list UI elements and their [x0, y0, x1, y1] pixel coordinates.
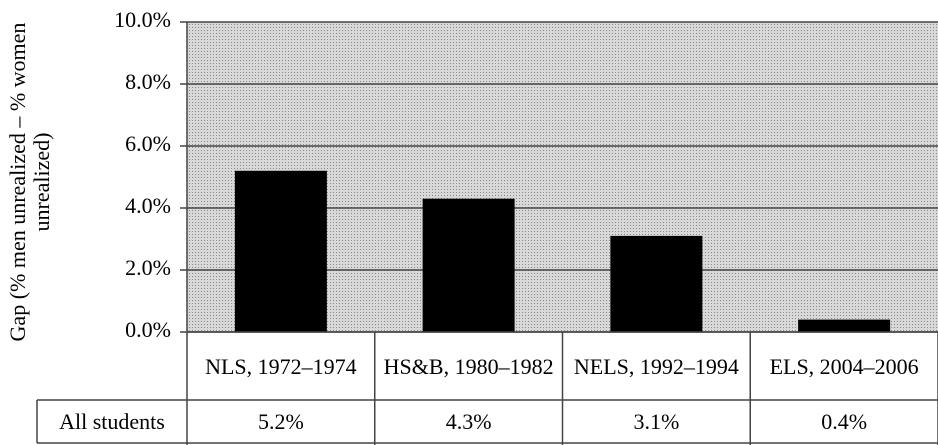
x-tick-label: NLS, 1972–1974: [205, 354, 357, 379]
value-label: 4.3%: [445, 408, 492, 434]
x-tick-label: NELS, 1992–1994: [573, 354, 739, 379]
y-tick-label: 10.0%: [114, 7, 171, 32]
bar: [422, 198, 515, 332]
value-label: 0.4%: [821, 408, 868, 434]
bar: [610, 235, 703, 332]
y-tick-label: 2.0%: [125, 255, 171, 280]
y-tick-label: 6.0%: [125, 131, 171, 156]
x-tick-label: ELS, 2004–2006: [769, 354, 919, 379]
y-tick-label: 8.0%: [125, 69, 171, 94]
x-tick-label: HS&B, 1980–1982: [383, 354, 554, 379]
y-axis-title: Gap (% men unrealized – % women unrealiz…: [5, 22, 54, 342]
bar: [234, 170, 327, 332]
y-tick-label: 4.0%: [125, 193, 171, 218]
value-label: 3.1%: [633, 408, 680, 434]
bar: [798, 319, 891, 332]
legend-label: All students: [59, 408, 165, 434]
value-label: 5.2%: [257, 408, 304, 434]
y-tick-label: 0.0%: [125, 317, 171, 342]
